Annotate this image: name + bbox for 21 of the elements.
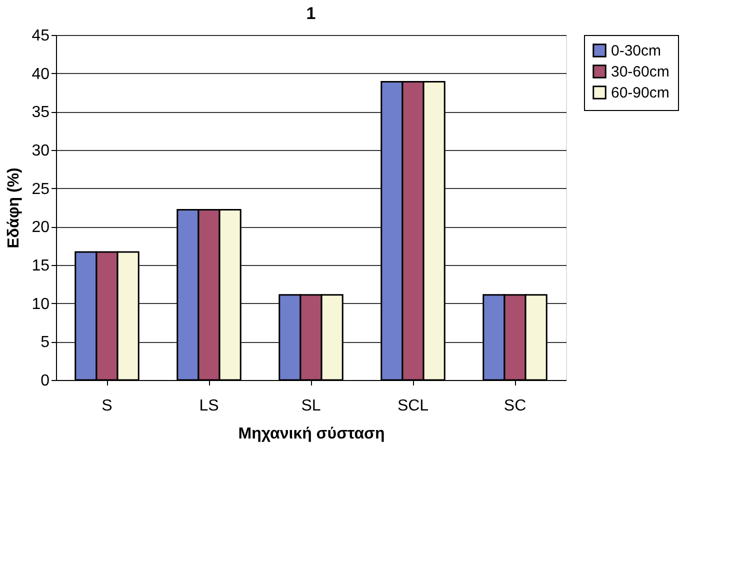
x-tick-label: S <box>102 398 112 414</box>
x-tick-label: SC <box>504 398 526 414</box>
y-tick-label: 5 <box>40 334 50 352</box>
y-tick-label: 35 <box>32 104 50 122</box>
y-tick-label: 40 <box>32 66 50 83</box>
legend-label: 30-60cm <box>611 64 670 80</box>
legend-label: 0-30cm <box>611 42 662 60</box>
y-tick-label: 30 <box>32 142 50 160</box>
y-tick-label: 0 <box>40 372 50 390</box>
y-tick-label: 45 <box>32 28 50 44</box>
x-axis-title: Μηχανική σύσταση <box>238 426 385 442</box>
y-tick-label: 25 <box>32 180 50 198</box>
x-tick-label: LS <box>199 398 219 414</box>
chart-title: 1 <box>306 4 316 23</box>
x-tick-label: SCL <box>397 398 429 414</box>
y-tick-label: 15 <box>32 258 50 274</box>
legend-label: 60-90cm <box>611 84 670 102</box>
y-tick-label: 10 <box>32 296 50 313</box>
y-axis-title: Εδάφη (%) <box>6 168 23 248</box>
x-tick-label: SL <box>301 398 321 414</box>
y-tick-label: 20 <box>32 219 50 236</box>
